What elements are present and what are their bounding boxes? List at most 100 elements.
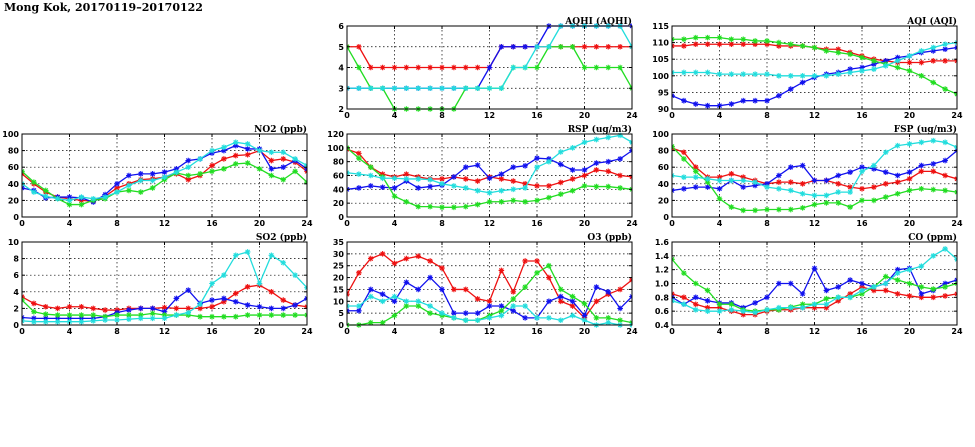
data-point-marker [740, 174, 747, 180]
data-point-marker [681, 69, 687, 76]
data-point-marker [403, 279, 410, 286]
data-point-marker [462, 164, 469, 170]
series-line [347, 150, 632, 190]
x-tick-label: 12 [484, 327, 495, 336]
data-point-marker [871, 284, 877, 290]
data-point-marker [137, 189, 144, 195]
data-point-marker [498, 267, 505, 274]
data-point-marker [557, 286, 564, 293]
x-tick-label: 0 [19, 219, 25, 228]
data-point-marker [66, 201, 73, 208]
y-tick-label: 1.4 [655, 252, 670, 261]
data-point-marker [280, 297, 287, 303]
x-tick-label: 24 [951, 327, 963, 336]
data-point-marker [871, 197, 877, 204]
data-point-marker [209, 147, 215, 154]
data-point-marker [894, 54, 901, 61]
data-point-marker [847, 277, 853, 283]
data-point-marker [930, 286, 937, 292]
data-point-marker [716, 174, 723, 180]
data-point-marker [882, 58, 889, 64]
data-point-marker [605, 64, 612, 71]
data-point-marker [617, 64, 623, 71]
data-point-marker [391, 193, 398, 200]
data-point-marker [692, 168, 699, 175]
data-point-marker [787, 304, 794, 311]
data-point-marker [728, 177, 735, 184]
y-tick-label: 95 [658, 88, 670, 97]
data-point-marker [942, 284, 948, 290]
data-point-marker [569, 312, 576, 319]
data-point-marker [66, 318, 73, 325]
data-point-marker [942, 46, 948, 53]
data-point-marker [185, 305, 192, 312]
data-point-marker [894, 277, 901, 283]
panel-title: NO2 (ppb) [254, 124, 307, 135]
data-point-marker [569, 43, 576, 50]
data-point-marker [776, 43, 782, 49]
y-tick-label: 4 [13, 288, 19, 297]
data-point-marker [510, 43, 517, 50]
data-point-marker [557, 317, 564, 324]
data-point-marker [403, 171, 410, 177]
data-point-marker [391, 175, 398, 182]
data-point-marker [942, 58, 948, 64]
data-point-marker [367, 164, 374, 170]
data-point-marker [847, 66, 853, 72]
x-tick-label: 4 [392, 327, 398, 336]
data-point-marker [522, 43, 528, 50]
data-point-marker [292, 156, 298, 162]
data-point-marker [906, 176, 913, 182]
x-tick-label: 20 [904, 111, 916, 120]
data-point-marker [593, 315, 600, 321]
data-point-marker [740, 311, 747, 318]
series-2 [672, 147, 957, 194]
data-point-marker [930, 168, 937, 175]
data-point-marker [740, 36, 747, 43]
data-point-marker [764, 181, 770, 187]
data-point-marker [522, 198, 528, 205]
series-2 [347, 23, 632, 92]
data-point-marker [823, 192, 830, 199]
data-point-marker [356, 307, 362, 314]
data-point-marker [787, 280, 794, 287]
data-point-marker [930, 137, 937, 144]
data-point-marker [859, 168, 865, 175]
data-point-marker [161, 169, 168, 175]
data-point-marker [581, 300, 588, 307]
data-point-marker [137, 305, 144, 312]
data-point-marker [268, 305, 275, 312]
data-point-marker [906, 68, 913, 74]
data-point-marker [593, 167, 600, 173]
data-point-marker [799, 205, 806, 211]
data-point-marker [605, 168, 612, 175]
data-point-marker [54, 195, 61, 202]
data-point-marker [764, 184, 770, 190]
panel-title: AQHI (AQHI) [564, 16, 632, 27]
data-point-marker [581, 64, 588, 71]
data-point-marker [930, 161, 937, 167]
data-point-marker [534, 270, 540, 276]
data-point-marker [692, 101, 699, 107]
y-tick-label: 80 [8, 147, 20, 156]
data-point-marker [728, 71, 735, 77]
data-point-marker [906, 280, 913, 287]
data-point-marker [31, 308, 37, 315]
data-point-marker [221, 313, 227, 320]
data-point-marker [462, 203, 469, 210]
x-tick-label: 8 [764, 219, 770, 228]
data-point-marker [692, 164, 699, 170]
data-point-marker [752, 179, 758, 185]
data-point-marker [31, 315, 37, 322]
data-point-marker [54, 318, 61, 325]
y-tick-label: 100 [652, 130, 669, 139]
data-point-marker [356, 171, 362, 177]
data-point-marker [569, 167, 576, 173]
data-point-marker [918, 59, 925, 66]
data-point-marker [882, 63, 889, 69]
data-point-marker [391, 298, 398, 305]
data-point-marker [474, 162, 481, 168]
data-point-marker [161, 315, 168, 322]
data-point-marker [403, 298, 410, 305]
x-tick-label: 12 [484, 111, 495, 120]
